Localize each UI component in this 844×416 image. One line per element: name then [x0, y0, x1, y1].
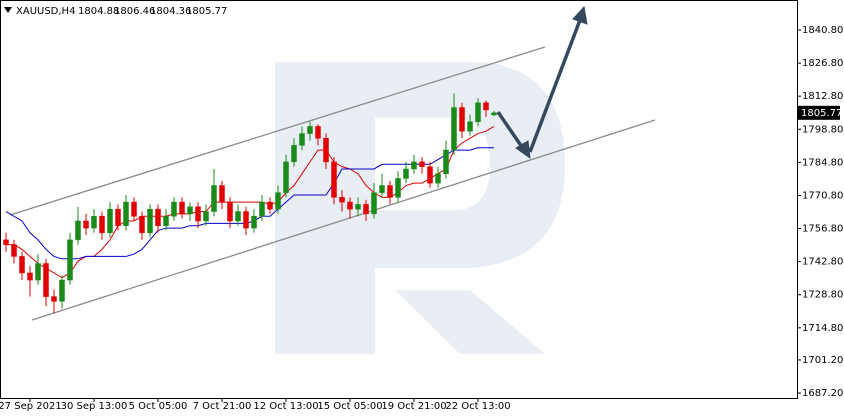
candle-body [395, 178, 401, 198]
forecast-arrows [496, 5, 588, 160]
candle-body [155, 208, 161, 226]
candle-body [475, 102, 481, 122]
candle-body [355, 204, 361, 210]
x-tick-label: 22 Oct 13:00 [445, 401, 510, 412]
candle-body [35, 263, 41, 281]
y-tick-label: 1812.80 [802, 91, 843, 102]
x-tick-label: 15 Oct 05:00 [317, 401, 382, 412]
candle-body [387, 185, 393, 198]
candle-body [107, 208, 113, 234]
candle-body [435, 173, 441, 184]
candle-body [3, 239, 9, 245]
candle-body [163, 216, 169, 226]
candle-body [267, 201, 273, 210]
candle-body [27, 272, 33, 281]
candle-body [75, 220, 81, 241]
header-high: 1806.46 [114, 6, 155, 17]
candle-body [259, 201, 265, 217]
candle-body [451, 107, 457, 151]
candle-body [219, 185, 225, 203]
channel-lower [31, 119, 656, 321]
y-tick-label: 1742.80 [802, 257, 843, 268]
y-tick-label: 1701.20 [802, 355, 843, 366]
x-tick-label: 19 Oct 21:00 [381, 401, 446, 412]
candle-body [379, 185, 385, 193]
candle-body [411, 161, 417, 170]
x-tick-label: 27 Sep 2021 [0, 401, 62, 412]
candle-body [427, 166, 433, 184]
candle-body [123, 201, 129, 226]
candle-body [443, 149, 449, 174]
candle-body [99, 216, 105, 234]
y-tick-label: 1840.80 [802, 25, 843, 36]
candle-body [275, 192, 281, 210]
x-tick-label: 30 Sep 13:00 [61, 401, 128, 412]
candle-body [243, 211, 249, 229]
header-close: 1805.77 [186, 6, 227, 17]
candle-body [11, 244, 17, 257]
candle-body [291, 145, 297, 163]
candle-body [483, 102, 489, 111]
header-low: 1804.36 [150, 6, 191, 17]
x-tick-label: 12 Oct 13:00 [253, 401, 318, 412]
candle-body [67, 239, 73, 281]
candle-body [339, 197, 345, 203]
header-open: 1804.88 [78, 6, 119, 17]
candle-body [419, 161, 425, 167]
candle-body [307, 126, 313, 134]
candle-body [323, 138, 329, 163]
y-tick-label: 1756.80 [802, 224, 843, 235]
y-tick-label: 1784.80 [802, 157, 843, 168]
candle-body [347, 201, 353, 210]
y-tick-label: 1770.80 [802, 190, 843, 201]
candle-body [251, 216, 257, 229]
candle-body [203, 211, 209, 222]
header: XAUUSD,H4 1804.88 1806.46 1804.36 1805.7… [4, 6, 227, 17]
candle-body [467, 121, 473, 132]
candle-body [211, 185, 217, 212]
y-tick-label: 1714.80 [802, 323, 843, 334]
header-icon [4, 7, 12, 13]
candle-body [363, 204, 369, 215]
candle-body [19, 256, 25, 274]
candle-body [371, 192, 377, 215]
candle-body [459, 107, 465, 132]
candle-body [147, 208, 153, 234]
candle-body [131, 201, 137, 217]
candle-body [43, 263, 49, 297]
candle-body [491, 112, 497, 116]
candle-body [59, 279, 65, 302]
candle-body [403, 168, 409, 179]
price-label: 1805.77 [801, 108, 842, 119]
candle-body [283, 161, 289, 193]
x-tick-label: 5 Oct 05:00 [129, 401, 188, 412]
candle-body [91, 216, 97, 229]
channel-upper [9, 46, 546, 216]
candle-body [139, 216, 145, 234]
candle-body [315, 126, 321, 139]
candle-body [195, 206, 201, 222]
y-tick-label: 1798.80 [802, 124, 843, 135]
symbol: XAUUSD,H4 [16, 6, 75, 17]
y-tick-label: 1687.20 [802, 388, 843, 399]
candle-body [235, 211, 241, 222]
y-tick-label: 1826.80 [802, 58, 843, 69]
price-label-box [798, 105, 840, 120]
plot-frame [0, 0, 798, 399]
candle-body [179, 201, 185, 215]
candle-body [227, 201, 233, 222]
y-tick-label: 1728.80 [802, 290, 843, 301]
candle-body [171, 201, 177, 217]
x-tick-label: 7 Oct 21:00 [193, 401, 252, 412]
candle-body [83, 220, 89, 229]
candle-body [51, 296, 57, 302]
candle-body [187, 206, 193, 215]
candle-body [331, 161, 337, 198]
candle-body [115, 208, 121, 226]
candle-body [299, 133, 305, 146]
